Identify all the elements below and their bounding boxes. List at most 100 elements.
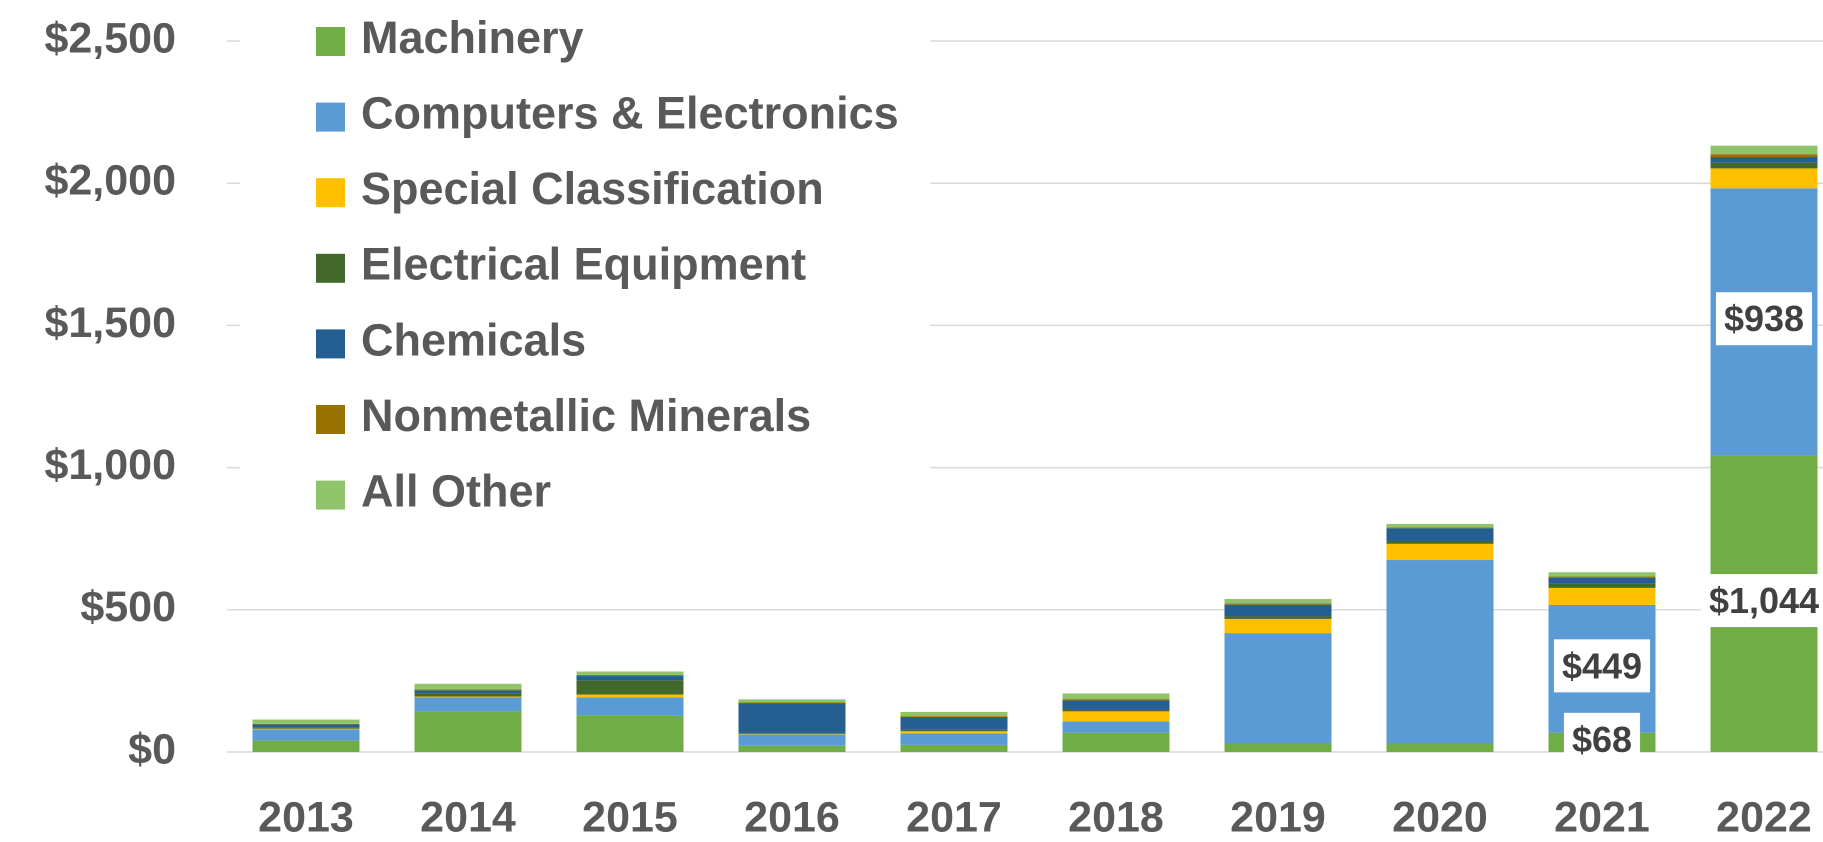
y-tick-label: $1,000 xyxy=(44,441,176,489)
bar-segment xyxy=(576,674,684,677)
x-tick-label: 2013 xyxy=(258,793,354,841)
x-tick-label: 2019 xyxy=(1230,793,1326,841)
bar-segment xyxy=(1062,732,1170,752)
bar-segment xyxy=(1224,616,1332,619)
bar-segment xyxy=(414,683,522,690)
bar-segment xyxy=(738,745,846,752)
bar-segment xyxy=(252,740,360,752)
legend-label: Computers & Electronics xyxy=(361,87,899,138)
legend-swatch xyxy=(316,27,345,56)
bar-segment xyxy=(576,715,684,752)
bar-segment xyxy=(252,719,360,724)
legend-swatch xyxy=(316,405,345,434)
legend-box xyxy=(240,0,930,520)
bar-segment xyxy=(576,676,684,681)
bar-segment xyxy=(1062,721,1170,733)
x-tick-label: 2022 xyxy=(1716,793,1812,841)
x-tick-label: 2016 xyxy=(744,793,840,841)
x-tick-label: 2017 xyxy=(906,793,1002,841)
bar-segment xyxy=(1710,162,1818,169)
bar-segment xyxy=(414,697,522,712)
bar-segment xyxy=(1224,743,1332,752)
bar-segment xyxy=(1224,598,1332,604)
bar-segment xyxy=(1548,577,1656,584)
bar-segment xyxy=(414,696,522,698)
bar-segment xyxy=(252,729,360,741)
legend-label: Nonmetallic Minerals xyxy=(361,390,811,441)
legend-swatch xyxy=(316,102,345,132)
bar-segment xyxy=(1062,699,1170,701)
x-tick-label: 2020 xyxy=(1392,793,1488,841)
bar-segment xyxy=(738,703,846,733)
data-label: $1,044 xyxy=(1709,580,1819,621)
bar-segment xyxy=(414,711,522,752)
bar-segment xyxy=(738,733,846,735)
x-tick-label: 2018 xyxy=(1068,793,1164,841)
bar-segment xyxy=(738,699,846,703)
bar-segment xyxy=(738,702,846,704)
legend-label: Special Classification xyxy=(361,163,824,214)
bar-segment xyxy=(1386,560,1494,744)
bar-segment xyxy=(576,694,684,698)
y-tick-label: $2,500 xyxy=(44,14,176,62)
legend-swatch xyxy=(316,253,345,283)
bar-segment xyxy=(1224,633,1332,744)
data-label: $938 xyxy=(1724,298,1804,339)
bar-segment xyxy=(738,734,846,746)
bar-segment xyxy=(1386,743,1494,752)
bar-segment xyxy=(900,717,1008,730)
bar-segment xyxy=(414,690,522,694)
bar-segment xyxy=(1710,168,1818,189)
bar-segment xyxy=(900,711,1008,717)
bar-segment xyxy=(1062,709,1170,712)
bar-segment xyxy=(1224,603,1332,605)
bar-segment xyxy=(1548,572,1656,577)
data-label-box xyxy=(1553,639,1651,693)
bar-segment xyxy=(900,716,1008,718)
bar-segment xyxy=(1062,693,1170,700)
bar-segment xyxy=(1224,618,1332,634)
y-tick-label: $0 xyxy=(128,725,176,773)
bar-segment xyxy=(1224,604,1332,617)
bar-segment xyxy=(414,689,522,691)
bar-segment xyxy=(900,731,1008,734)
data-label: $68 xyxy=(1572,719,1632,760)
bar-segment xyxy=(1062,711,1170,722)
legend-swatch xyxy=(316,178,345,208)
bar-segment xyxy=(1386,527,1494,529)
bar-segment xyxy=(1710,145,1818,155)
data-label-box xyxy=(1700,574,1823,628)
legend-swatch xyxy=(316,480,345,510)
data-label: $449 xyxy=(1562,645,1642,686)
bar-segment xyxy=(252,724,360,728)
bar-segment xyxy=(1386,540,1494,544)
bar-segment xyxy=(1548,587,1656,605)
bar-segment xyxy=(1386,528,1494,541)
bar-segment xyxy=(576,680,684,695)
bar-segment xyxy=(252,728,360,730)
y-tick-label: $500 xyxy=(80,583,176,631)
x-tick-label: 2021 xyxy=(1554,793,1650,841)
bar-segment xyxy=(252,727,360,729)
bar-segment xyxy=(1548,583,1656,588)
bar-segment xyxy=(738,732,846,734)
x-tick-label: 2014 xyxy=(420,793,516,841)
bar-segment xyxy=(1386,523,1494,528)
data-label-box xyxy=(1563,712,1641,766)
bar-segment xyxy=(1710,157,1818,163)
bar-segment xyxy=(900,729,1008,732)
bar-segment xyxy=(900,733,1008,745)
bar-segment xyxy=(576,671,684,675)
y-tick-label: $2,000 xyxy=(44,157,176,205)
legend-label: Machinery xyxy=(361,12,584,63)
bar-segment xyxy=(1710,154,1818,158)
bar-segment xyxy=(1062,700,1170,710)
bar-segment xyxy=(252,723,360,725)
bar-segment xyxy=(576,697,684,716)
x-tick-label: 2015 xyxy=(582,793,678,841)
bar-segment xyxy=(900,744,1008,752)
legend-swatch xyxy=(316,329,345,359)
y-tick-label: $1,500 xyxy=(44,299,176,347)
bar-segment xyxy=(414,693,522,697)
